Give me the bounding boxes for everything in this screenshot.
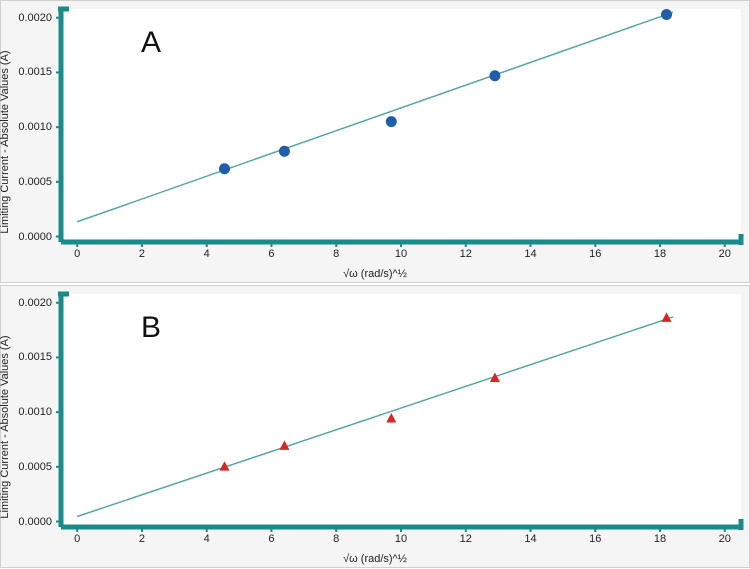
chart-svg <box>1 1 750 284</box>
y-tick-label: 0.0000 <box>18 516 52 528</box>
x-tick-label: 0 <box>74 533 80 545</box>
y-tick-label: 0.0010 <box>18 406 52 418</box>
x-tick-label: 20 <box>719 248 731 260</box>
y-tick-label: 0.0005 <box>18 461 52 473</box>
chart-panel-a: Limiting Current - Absolute Values (A) √… <box>0 0 750 283</box>
data-point <box>279 146 289 156</box>
x-tick-label: 8 <box>333 248 339 260</box>
x-tick-label: 14 <box>524 248 536 260</box>
x-tick-label: 18 <box>654 248 666 260</box>
data-point <box>220 164 230 174</box>
x-tick-label: 16 <box>589 248 601 260</box>
y-tick-label: 0.0015 <box>18 351 52 363</box>
y-tick-label: 0.0005 <box>18 176 52 188</box>
data-point <box>386 117 396 127</box>
x-tick-label: 0 <box>74 248 80 260</box>
fit-line <box>77 12 673 221</box>
x-tick-label: 8 <box>333 533 339 545</box>
y-tick-label: 0.0010 <box>18 121 52 133</box>
x-tick-label: 14 <box>524 533 536 545</box>
x-tick-label: 6 <box>268 533 274 545</box>
x-tick-label: 16 <box>589 533 601 545</box>
chart-panel-b: Limiting Current - Absolute Values (A) √… <box>0 285 750 568</box>
y-tick-label: 0.0015 <box>18 66 52 78</box>
x-tick-label: 2 <box>139 248 145 260</box>
fit-line <box>77 317 673 517</box>
x-tick-label: 12 <box>460 533 472 545</box>
y-tick-label: 0.0000 <box>18 231 52 243</box>
data-point <box>662 9 672 19</box>
y-tick-label: 0.0020 <box>18 297 52 309</box>
x-tick-label: 6 <box>268 248 274 260</box>
x-tick-label: 10 <box>395 533 407 545</box>
x-tick-label: 4 <box>204 248 210 260</box>
y-tick-label: 0.0020 <box>18 12 52 24</box>
x-tick-label: 20 <box>719 533 731 545</box>
data-point <box>490 71 500 81</box>
x-tick-label: 18 <box>654 533 666 545</box>
x-tick-label: 4 <box>204 533 210 545</box>
x-tick-label: 10 <box>395 248 407 260</box>
x-tick-label: 2 <box>139 533 145 545</box>
chart-svg <box>1 286 750 569</box>
data-point <box>387 414 395 422</box>
x-tick-label: 12 <box>460 248 472 260</box>
